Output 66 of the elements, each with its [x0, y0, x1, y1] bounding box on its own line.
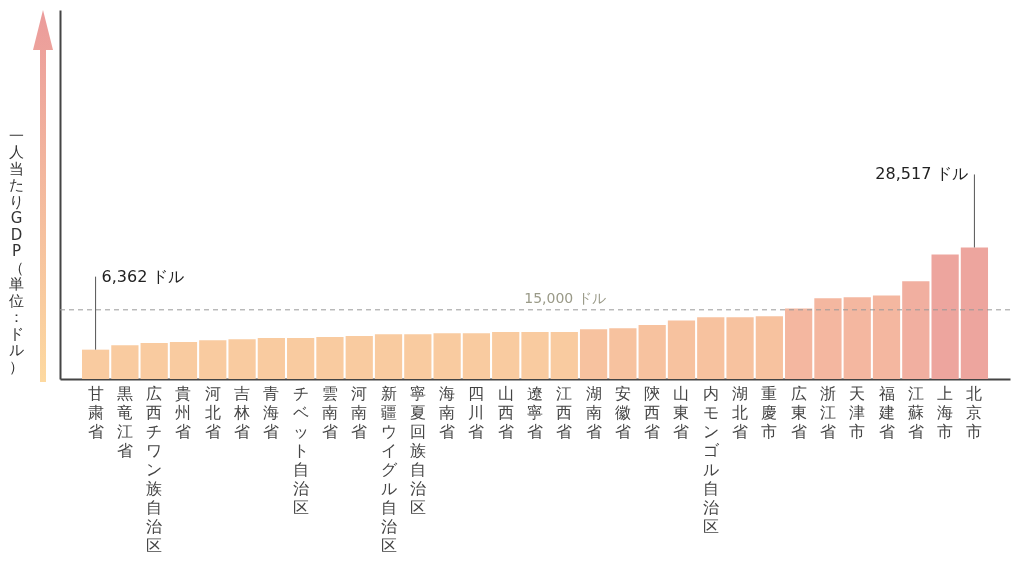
x-tick-label: 河南省 [351, 383, 368, 441]
bar [228, 339, 256, 379]
bar [579, 329, 608, 379]
bar [960, 247, 989, 379]
bar [374, 334, 403, 379]
category-label: 新疆ウイグル自治区 [380, 383, 397, 555]
ref-line-label: 15,000 ドル [524, 289, 606, 306]
x-tick-label: 湖北省 [732, 383, 749, 441]
x-tick-label: 黒竜江省 [116, 383, 133, 460]
bar [872, 295, 901, 379]
bar [287, 337, 315, 379]
bar [404, 334, 432, 379]
bar [521, 331, 549, 379]
x-tick-label: 北京市 [966, 383, 983, 441]
x-tick-label: 江蘇省 [907, 383, 924, 441]
x-tick-label: 安徽省 [614, 383, 631, 441]
bar [726, 317, 754, 379]
x-tick-label: 甘粛省 [87, 383, 104, 441]
bar [257, 337, 285, 379]
bar [902, 281, 930, 379]
bar [433, 333, 461, 379]
bar [785, 308, 813, 379]
x-tick-label: 天津市 [849, 383, 866, 441]
x-tick-label: 海南省 [439, 383, 456, 441]
bar [462, 333, 491, 379]
x-tick-label: 湖南省 [585, 383, 602, 441]
x-tick-label: 吉林省 [233, 383, 251, 441]
bar [755, 316, 783, 379]
data-label: 28,517 ドル [875, 164, 969, 184]
x-tick-label: 河北省 [204, 383, 221, 441]
bar [814, 298, 842, 379]
x-tick-label: 上海市 [937, 383, 954, 441]
x-tick-label: 広東省 [790, 383, 807, 441]
bar [169, 342, 198, 379]
x-tick-label: 雲南省 [321, 383, 338, 441]
data-label: 6,362 ドル [101, 266, 185, 286]
bar [843, 297, 871, 379]
bar [199, 340, 227, 379]
x-tick-label: チベット自治区 [292, 383, 309, 517]
bar [931, 254, 959, 379]
x-tick-label: 貴州省 [175, 383, 192, 441]
x-tick-label: 山東省 [673, 383, 690, 441]
x-tick-label: 江西省 [556, 383, 573, 441]
bar [638, 325, 666, 379]
bar [111, 345, 139, 379]
x-tick-label: 山西省 [497, 383, 514, 441]
x-tick-label: 寧夏回族自治区 [409, 383, 426, 517]
category-label: 広西チワン族自治区 [146, 383, 163, 555]
x-tick-label: 浙江省 [819, 383, 836, 441]
bar [345, 336, 373, 379]
x-tick-label: 重慶市 [761, 383, 778, 441]
x-tick-label: 内モンゴル自治区 [702, 383, 720, 536]
bar [492, 331, 520, 379]
x-tick-label: 四川省 [468, 383, 485, 441]
bar [667, 320, 696, 379]
bar [140, 343, 168, 379]
bar [81, 349, 110, 379]
x-tick-label: 陝西省 [644, 383, 661, 441]
x-tick-label: 福建省 [877, 383, 895, 441]
bar [550, 331, 578, 379]
text: 一人当たりGDP（単位：ドル） [9, 126, 24, 376]
bar [697, 317, 725, 379]
bar [316, 337, 344, 379]
x-tick-label: 遼寧省 [527, 383, 543, 441]
bar [609, 328, 637, 379]
x-tick-label: 青海省 [263, 383, 280, 441]
